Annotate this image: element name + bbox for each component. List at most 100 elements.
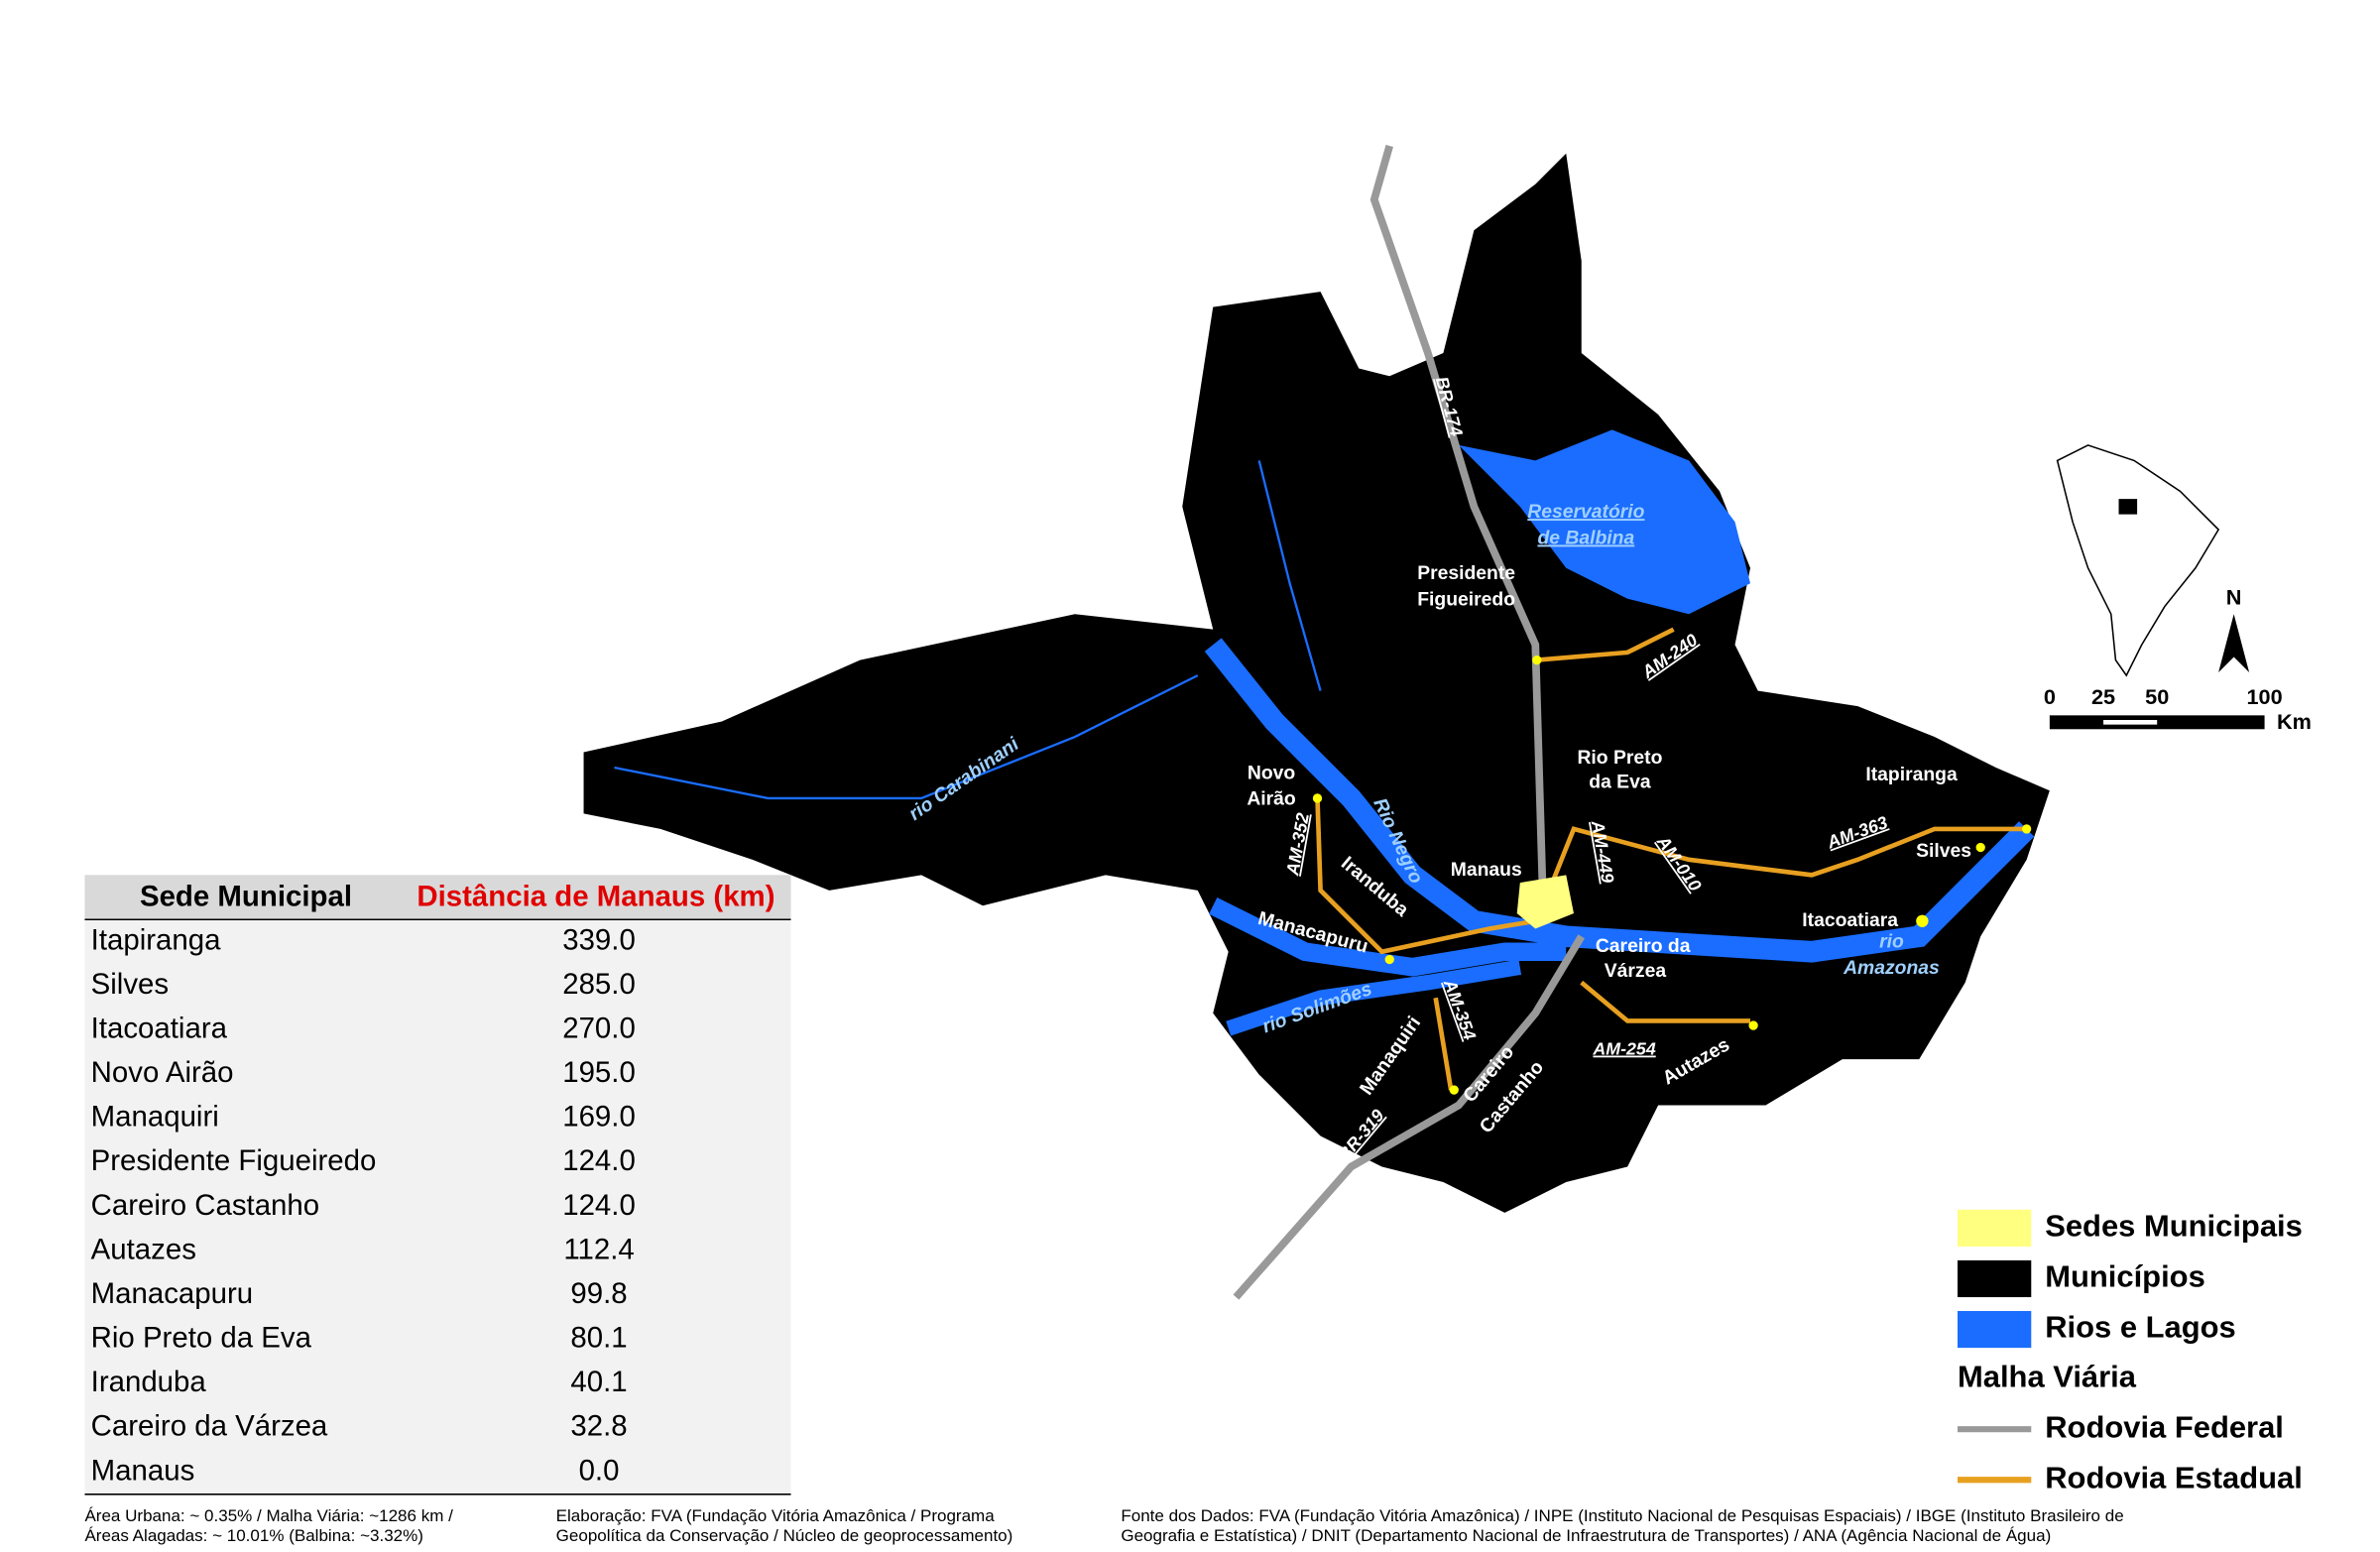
table-cell: Rio Preto da Eva xyxy=(91,1322,312,1355)
table-cell: Presidente Figueiredo xyxy=(91,1144,377,1177)
place-label: Silves xyxy=(1916,840,1971,862)
seat xyxy=(1384,954,1394,965)
scale-label: 50 xyxy=(2145,684,2169,709)
table-body xyxy=(84,875,791,1494)
table-cell: 99.8 xyxy=(570,1277,627,1310)
seat xyxy=(1975,842,1985,853)
scale-bar xyxy=(2049,715,2265,730)
table-cell: 124.0 xyxy=(562,1144,636,1177)
legend-label: Rodovia Federal xyxy=(2045,1409,2284,1444)
amazonas-state xyxy=(2118,499,2138,515)
legend-swatch xyxy=(1957,1259,2032,1298)
seat xyxy=(1532,655,1542,665)
table-cell: Novo Airão xyxy=(91,1056,234,1089)
place-label: Itapiranga xyxy=(1865,764,1958,785)
place-label: Figueiredo xyxy=(1417,588,1515,610)
table-cell: 270.0 xyxy=(562,1012,636,1044)
water-label: Amazonas xyxy=(1843,957,1940,979)
river xyxy=(614,674,1199,800)
seat xyxy=(1748,1020,1758,1030)
table-header: Distância de Manaus (km) xyxy=(416,880,774,912)
north-arrow xyxy=(2218,614,2250,673)
scale-label: 0 xyxy=(2044,684,2056,709)
seat xyxy=(1312,793,1323,803)
scale-label: 100 xyxy=(2247,684,2283,709)
note-line: Geografia e Estatística) / DNIT (Departa… xyxy=(1121,1526,2051,1545)
note-line: Fonte dos Dados: FVA (Fundação Vitória A… xyxy=(1121,1506,2123,1525)
seat xyxy=(1916,914,1929,927)
state-road xyxy=(1315,627,2027,1091)
rivers xyxy=(614,460,2035,1036)
place-label: Várzea xyxy=(1605,960,1667,982)
seat xyxy=(2022,824,2032,834)
note-line: Áreas Alagadas: ~ 10.01% (Balbina: ~3.32… xyxy=(84,1526,422,1545)
table-cell: 0.0 xyxy=(579,1454,620,1487)
water-label: de Balbina xyxy=(1538,527,1635,548)
place-label: Itacoatiara xyxy=(1802,909,1898,931)
legend-label: Rodovia Estadual xyxy=(2045,1460,2303,1494)
seat xyxy=(1449,1085,1459,1095)
water-label: Reservatório xyxy=(1527,501,1644,523)
table-cell: 285.0 xyxy=(562,968,636,1001)
table-cell: 124.0 xyxy=(562,1189,636,1222)
basin xyxy=(583,153,2050,1213)
table-header: Sede Municipal xyxy=(140,880,352,912)
place-label: Rio Preto xyxy=(1577,747,1662,769)
table-cell: Careiro Castanho xyxy=(91,1189,319,1222)
legend-heading: Malha Viária xyxy=(1958,1359,2137,1393)
legend-swatch xyxy=(1957,1310,2032,1349)
place-label: Careiro da xyxy=(1596,935,1691,957)
table-cell: 112.4 xyxy=(563,1233,634,1265)
federal-road xyxy=(1233,144,1586,1300)
water-label: rio xyxy=(1879,931,1904,953)
legend-label: Rios e Lagos xyxy=(2045,1310,2236,1345)
scale-bar xyxy=(2103,719,2158,725)
table-cell: Itacoatiara xyxy=(91,1012,228,1044)
table-cell: Iranduba xyxy=(91,1366,207,1398)
table-cell: 80.1 xyxy=(570,1322,627,1355)
table-cell: Itapiranga xyxy=(91,923,221,956)
river xyxy=(1209,896,1567,977)
river xyxy=(1204,638,2035,963)
table-header-bg xyxy=(84,875,791,920)
river xyxy=(1257,460,1322,691)
table-cell: Autazes xyxy=(91,1233,196,1265)
note-line: Elaboração: FVA (Fundação Vitória Amazôn… xyxy=(556,1506,996,1525)
inset: N 0 25 50 100 Km xyxy=(2044,444,2312,734)
map: Presidente Figueiredo Rio Preto da Eva I… xyxy=(583,144,2050,1300)
legend-swatch xyxy=(1957,1209,2032,1247)
table-cell: Manacapuru xyxy=(91,1277,253,1310)
legend-label: Municípios xyxy=(2045,1259,2205,1294)
roads xyxy=(1233,144,2027,1300)
note-line: Geopolítica da Conservação / Núcleo de g… xyxy=(556,1526,1013,1545)
table-cell: 32.8 xyxy=(570,1410,627,1443)
place-label: Manaus xyxy=(1451,859,1522,881)
table-cell: Silves xyxy=(91,968,169,1001)
scale-label: Km xyxy=(2277,709,2312,734)
road-label: AM-254 xyxy=(1592,1039,1655,1059)
north-label: N xyxy=(2226,584,2242,609)
table-cell: 339.0 xyxy=(562,923,636,956)
place-label: Airão xyxy=(1247,788,1296,810)
river xyxy=(1226,959,1522,1036)
table-cell: 40.1 xyxy=(570,1366,627,1398)
table-cell: 169.0 xyxy=(562,1101,636,1134)
table-cell: Manaus xyxy=(91,1454,195,1487)
south-america xyxy=(2056,444,2220,677)
scale-label: 25 xyxy=(2091,684,2115,709)
reservoir xyxy=(1458,429,1751,615)
notes: Área Urbana: ~ 0.35% / Malha Viária: ~12… xyxy=(84,1506,2123,1545)
table-cell: 195.0 xyxy=(562,1056,636,1089)
distance-table: Sede Municipal Distância de Manaus (km) It… xyxy=(84,875,791,1495)
place-label: da Eva xyxy=(1589,772,1651,793)
place-label: Novo xyxy=(1248,762,1296,783)
place-label: Presidente xyxy=(1417,562,1515,584)
table-cell: Careiro da Várzea xyxy=(91,1410,328,1443)
table-cell: Manaquiri xyxy=(91,1101,219,1134)
seats xyxy=(1312,655,2032,1095)
note-line: Área Urbana: ~ 0.35% / Malha Viária: ~12… xyxy=(84,1506,453,1525)
legend-label: Sedes Municipais xyxy=(2045,1209,2303,1244)
manaus-urban xyxy=(1516,875,1574,929)
legend: Sedes Municipais Municípios Rios e Lagos Ma… xyxy=(1957,1209,2303,1494)
